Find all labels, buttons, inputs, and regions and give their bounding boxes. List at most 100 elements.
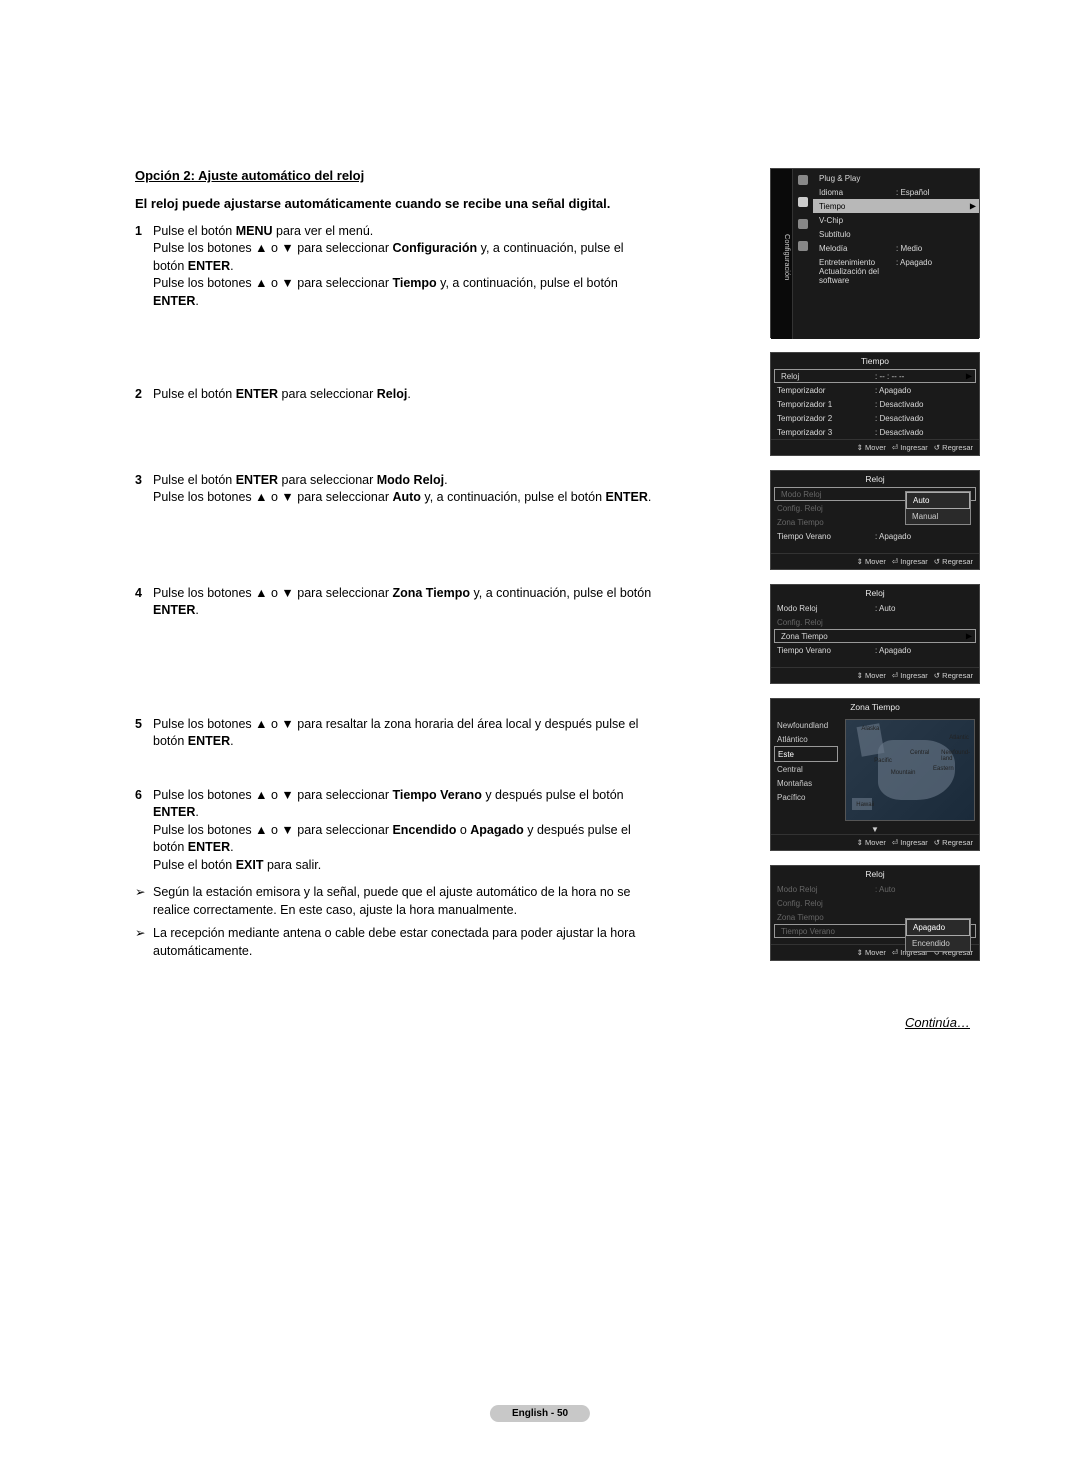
page-footer: English - 50	[490, 1405, 590, 1422]
panel-title: Reloj	[771, 866, 979, 882]
row-key: Modo Reloj	[777, 885, 875, 894]
menu-row: Tiempo Verano: Apagado	[771, 529, 979, 543]
continue-label: Continúa…	[135, 1015, 970, 1030]
row-value: : -- : -- --	[875, 372, 969, 381]
step-number: 2	[135, 386, 153, 404]
menu-row: V-Chip	[813, 213, 979, 227]
zona-item: Atlántico	[774, 732, 838, 746]
step-number: 4	[135, 585, 153, 620]
zona-item: Newfoundland	[774, 718, 838, 732]
step-number: 6	[135, 787, 153, 875]
opt-icon	[798, 219, 808, 229]
main-instructions: Opción 2: Ajuste automático del reloj El…	[135, 168, 655, 966]
panel-title: Zona Tiempo	[771, 699, 979, 715]
row-value: : Desactivado	[875, 428, 973, 437]
map-label: Hawaii	[856, 802, 874, 808]
row-value: : Auto	[875, 885, 973, 894]
note-item: ➢La recepción mediante antena o cable de…	[135, 925, 655, 960]
menu-row: Idioma: Español	[813, 185, 979, 199]
panel-footer: ⇕ Mover⏎ Ingresar↺ Regresar	[771, 834, 979, 850]
row-key: Tiempo Verano	[781, 927, 875, 936]
panel-reloj-verano: Reloj Modo Reloj: AutoConfig. RelojZona …	[770, 865, 980, 961]
footer-action: ↺ Regresar	[934, 443, 973, 452]
row-key: Zona Tiempo	[777, 518, 875, 527]
note-text: Según la estación emisora y la señal, pu…	[153, 884, 655, 919]
dropdown-option: Manual	[906, 509, 970, 524]
footer-action: ⇕ Mover	[857, 443, 886, 452]
row-value: : Desactivado	[875, 414, 973, 423]
modo-dropdown: AutoManual	[905, 491, 971, 525]
row-key: Modo Reloj	[781, 490, 875, 499]
row-key: Zona Tiempo	[777, 913, 875, 922]
note-item: ➢Según la estación emisora y la señal, p…	[135, 884, 655, 919]
row-key: Modo Reloj	[777, 604, 875, 613]
footer-action: ⇕ Mover	[857, 671, 886, 680]
row-key: Config. Reloj	[777, 899, 875, 908]
panel-title: Tiempo	[771, 353, 979, 369]
zona-item: Montañas	[774, 776, 838, 790]
panel-tiempo: Tiempo Reloj: -- : -- --▶Temporizador: A…	[770, 352, 980, 456]
menu-row: Config. Reloj	[771, 615, 979, 629]
menu-row: Modo Reloj: Auto	[771, 882, 979, 896]
zona-item: Pacífico	[774, 790, 838, 804]
zona-map: Alaska Pacific Mountain Central Eastern …	[845, 719, 975, 821]
row-key: Actualización del software	[819, 267, 896, 285]
row-key: V-Chip	[819, 216, 896, 225]
menu-row: Melodía: Medio	[813, 241, 979, 255]
footer-action: ↺ Regresar	[934, 557, 973, 566]
row-key: Temporizador	[777, 386, 875, 395]
menu-row: Tiempo Verano: Apagado	[771, 643, 979, 657]
note-text: La recepción mediante antena o cable deb…	[153, 925, 655, 960]
step-number: 1	[135, 223, 153, 311]
row-key: Temporizador 2	[777, 414, 875, 423]
footer-action: ⇕ Mover	[857, 948, 886, 957]
map-label: Atlantic	[949, 735, 969, 741]
config-icons	[793, 169, 813, 339]
panel-footer: ⇕ Mover ⏎ Ingresar ↺ Regresar	[771, 553, 979, 569]
row-key: Config. Reloj	[777, 504, 875, 513]
menu-row: Config. Reloj	[771, 896, 979, 910]
arrow-icon: ▶	[966, 372, 972, 381]
step-text: Pulse los botones ▲ o ▼ para resaltar la…	[153, 716, 655, 751]
panel-configuracion: Configuración Plug & Play Idioma: Español…	[770, 168, 980, 338]
row-key: Melodía	[819, 244, 896, 253]
step-item: 3Pulse el botón ENTER para seleccionar M…	[135, 472, 655, 507]
map-label: Pacific	[874, 758, 892, 764]
menu-row: Tiempo▶	[813, 199, 979, 213]
step-number: 5	[135, 716, 153, 751]
footer-action: ⏎ Ingresar	[892, 557, 928, 566]
row-key: Plug & Play	[819, 174, 896, 183]
dropdown-option: Auto	[906, 492, 970, 509]
row-key: Tiempo	[819, 202, 896, 211]
menu-row: Temporizador 3: Desactivado	[771, 425, 979, 439]
verano-dropdown: ApagadoEncendido	[905, 918, 971, 952]
footer-action: ↺ Regresar	[934, 838, 973, 847]
panel-footer: ⇕ Mover ⏎ Ingresar ↺ Regresar	[771, 439, 979, 455]
menu-row: Actualización del software	[813, 269, 979, 283]
step-text: Pulse los botones ▲ o ▼ para seleccionar…	[153, 787, 655, 875]
footer-action: ⏎ Ingresar	[892, 671, 928, 680]
panel-title: Reloj	[771, 471, 979, 487]
gear-icon	[798, 197, 808, 207]
map-label: Alaska	[861, 726, 879, 732]
note-arrow-icon: ➢	[135, 884, 153, 919]
row-value: : Medio	[896, 244, 973, 253]
note-arrow-icon: ➢	[135, 925, 153, 960]
map-label: Newfound-land	[941, 750, 970, 762]
dropdown-option: Apagado	[906, 919, 970, 936]
row-value: : Apagado	[875, 646, 973, 655]
panel-reloj-zona: Reloj Modo Reloj: AutoConfig. RelojZona …	[770, 584, 980, 684]
row-value: : Apagado	[875, 532, 973, 541]
menu-row: Temporizador 1: Desactivado	[771, 397, 979, 411]
footer-action: ⏎ Ingresar	[892, 443, 928, 452]
panel-zona-tiempo: Zona Tiempo NewfoundlandAtlánticoEsteCen…	[770, 698, 980, 851]
footer-action: ⇕ Mover	[857, 557, 886, 566]
map-label: Eastern	[933, 766, 954, 772]
zona-list: NewfoundlandAtlánticoEsteCentralMontañas…	[771, 715, 841, 825]
config-tab-label: Configuración	[771, 169, 793, 339]
menu-row: Plug & Play	[813, 171, 979, 185]
map-label: Mountain	[891, 770, 916, 776]
step-item: 2Pulse el botón ENTER para seleccionar R…	[135, 386, 655, 404]
menu-row: Modo Reloj: Auto	[771, 601, 979, 615]
footer-action: ⏎ Ingresar	[892, 838, 928, 847]
